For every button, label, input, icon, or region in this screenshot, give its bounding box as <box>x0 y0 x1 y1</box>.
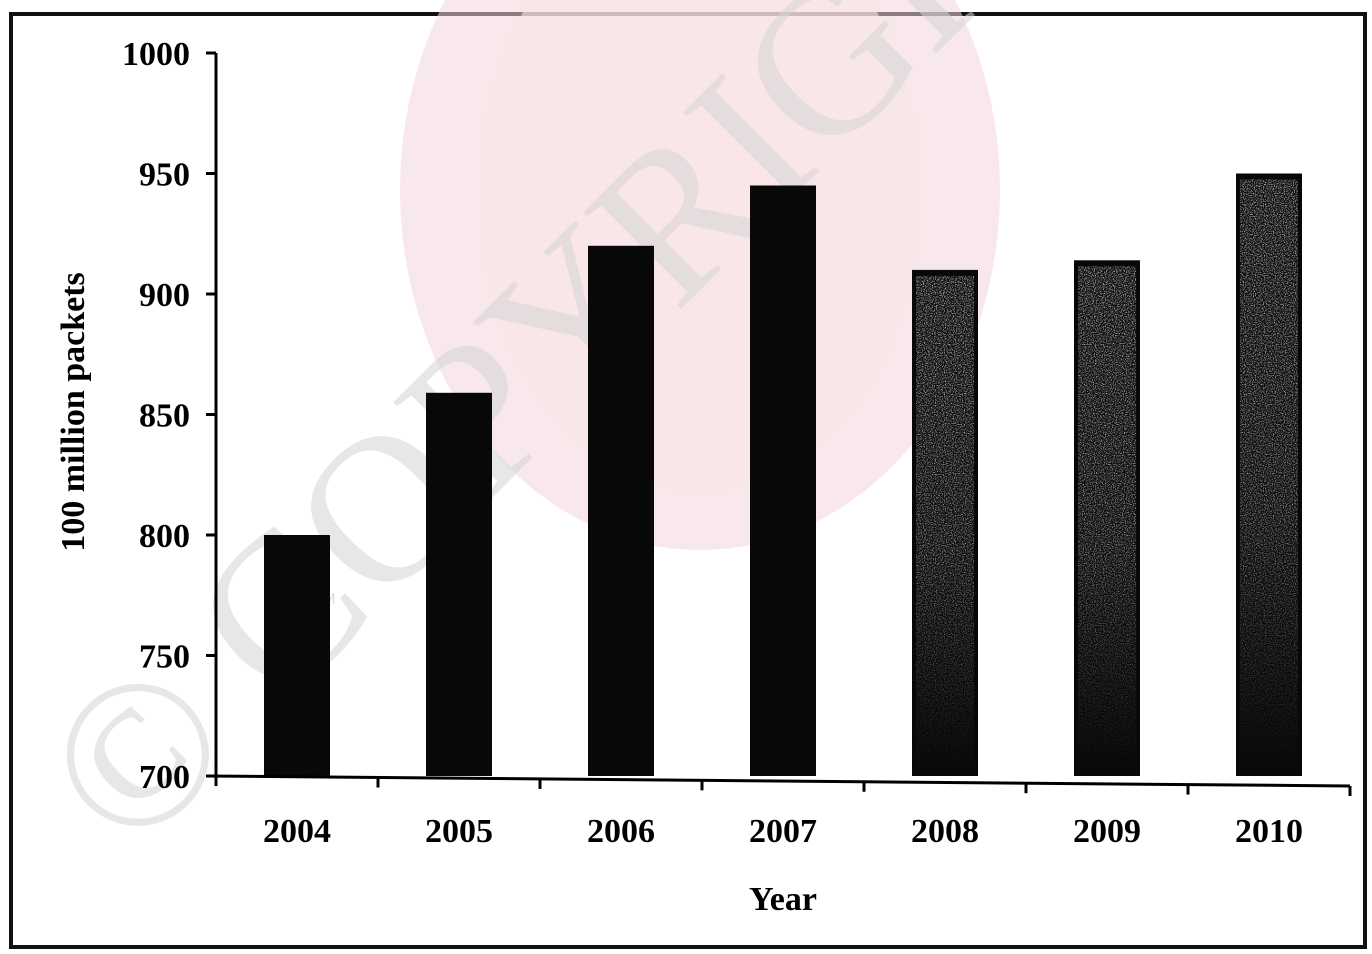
x-tick-label-2007: 2007 <box>749 813 817 850</box>
x-tick-label-2006: 2006 <box>587 813 655 850</box>
x-tick-label-2010: 2010 <box>1235 813 1303 850</box>
bar-2004 <box>264 535 330 776</box>
bar-2005 <box>426 392 492 776</box>
y-tick-label-750: 750 <box>139 639 190 676</box>
bar-2007 <box>750 185 816 776</box>
bar-2006 <box>588 245 654 777</box>
x-tick-label-2005: 2005 <box>425 813 493 850</box>
bar-speckle-2009 <box>1078 266 1136 776</box>
y-tick-label-1000: 1000 <box>122 36 190 73</box>
x-tick-label-2004: 2004 <box>263 813 331 850</box>
bar-speckle-2010 <box>1240 179 1298 776</box>
x-tick-label-2009: 2009 <box>1073 813 1141 850</box>
plot-area: 700 750 800 850 900 950 1000 2004 2005 2006 2007 20… <box>55 36 1352 918</box>
y-axis-title: 100 million packets <box>55 272 92 552</box>
y-tick-label-700: 700 <box>139 759 190 796</box>
y-tick-label-850: 850 <box>139 398 190 435</box>
x-axis-line <box>205 774 1351 788</box>
x-tick-label-2008: 2008 <box>911 813 979 850</box>
bar-speckle-2008 <box>916 275 974 776</box>
y-tick-label-900: 900 <box>139 277 190 314</box>
x-axis-title: Year <box>749 881 817 918</box>
y-tick-label-950: 950 <box>139 157 190 194</box>
y-tick-label-800: 800 <box>139 518 190 555</box>
